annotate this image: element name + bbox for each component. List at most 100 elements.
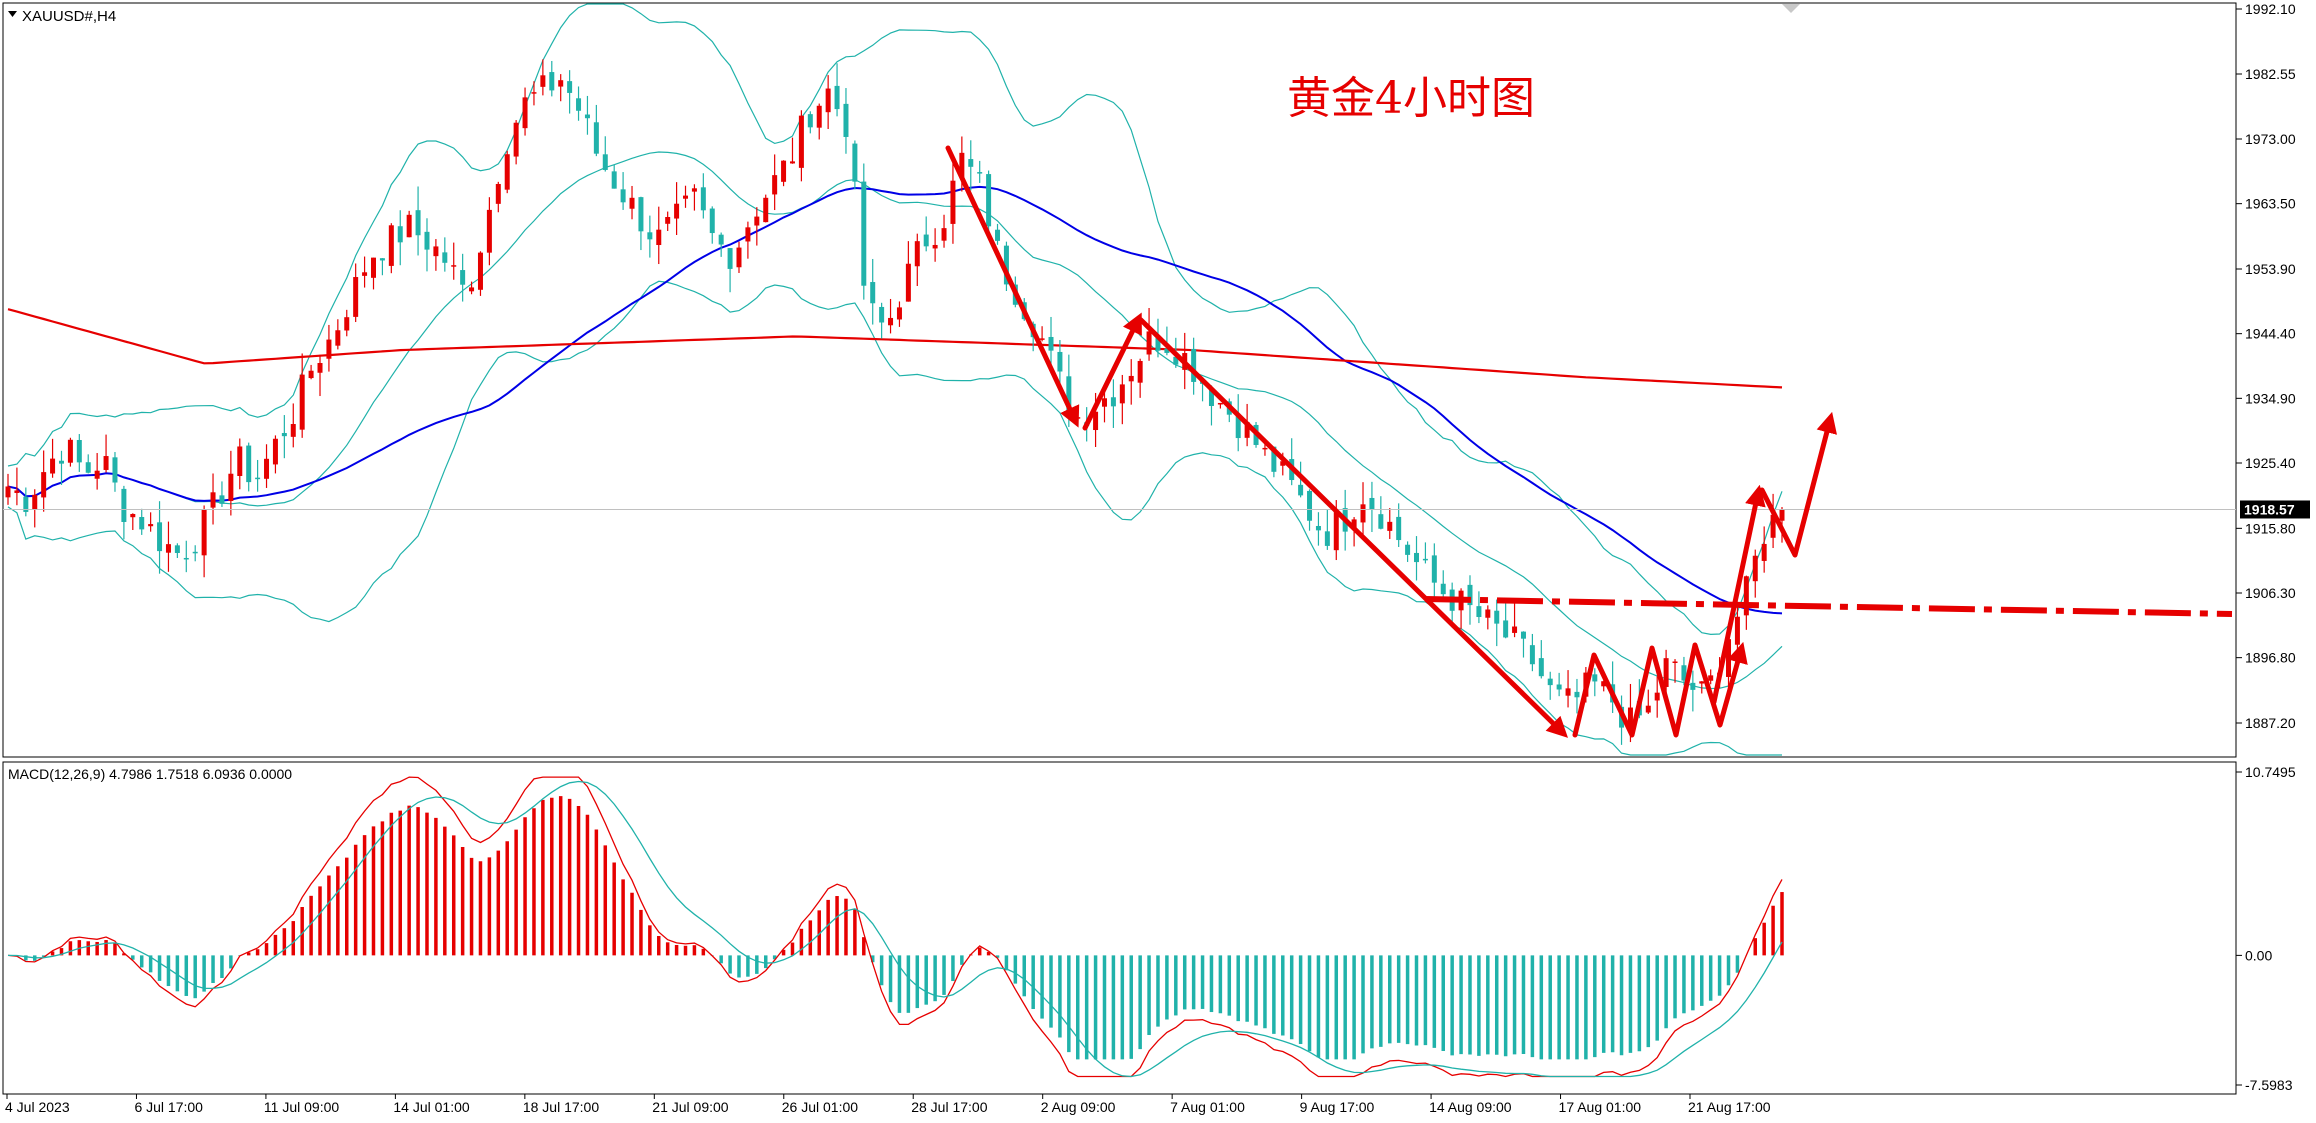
candle-body — [94, 470, 100, 479]
candle-body — [486, 209, 492, 253]
macd-panel — [2, 761, 2237, 1095]
candle-body — [112, 457, 118, 483]
price-tick-label: 1982.55 — [2245, 66, 2296, 82]
candle-body — [1128, 375, 1134, 382]
candle-body — [130, 513, 136, 518]
indicator-overlays — [7, 3, 1783, 756]
candle-body — [23, 496, 29, 512]
candle-body — [950, 180, 956, 224]
candle-body — [1039, 338, 1045, 340]
time-tick-label: 26 Jul 01:00 — [782, 1099, 858, 1115]
macd-tick-label: 10.7495 — [2245, 764, 2296, 780]
candle-body — [1307, 490, 1313, 521]
candle-body — [219, 495, 225, 504]
symbol-label: XAUUSD#,H4 — [22, 8, 116, 25]
candle-body — [272, 438, 278, 465]
candle-body — [1119, 384, 1125, 404]
candle-body — [1396, 516, 1402, 541]
candle-body — [362, 272, 368, 276]
time-tick-label: 2 Aug 09:00 — [1041, 1099, 1116, 1115]
candle-body — [192, 551, 198, 554]
time-axis: 4 Jul 2023 6 Jul 17:00 11 Jul 09:00 14 Jul … — [5, 1094, 1771, 1115]
candle-body — [228, 473, 234, 501]
candle-body — [745, 227, 751, 242]
price-tick-label: 1992.10 — [2245, 1, 2296, 17]
candle-body — [1173, 356, 1179, 365]
candle-body — [825, 88, 831, 113]
time-tick-label: 9 Aug 17:00 — [1300, 1099, 1375, 1115]
candle-body — [1315, 525, 1321, 531]
collapse-triangle-icon[interactable] — [8, 11, 17, 17]
candle-body — [388, 225, 394, 266]
candle-body — [1529, 645, 1535, 665]
scroll-marker-icon[interactable] — [1782, 4, 1800, 13]
candle-body — [1271, 446, 1277, 472]
candle-body — [148, 524, 154, 527]
candle-body — [540, 75, 546, 87]
candle-body — [32, 494, 38, 510]
candle-body — [665, 217, 671, 224]
candle-body — [299, 374, 305, 430]
candle-body — [1440, 583, 1446, 595]
candle-body — [1431, 555, 1437, 583]
candle-body — [1208, 388, 1214, 406]
candle-body — [1601, 681, 1607, 687]
time-tick-label: 18 Jul 17:00 — [523, 1099, 599, 1115]
time-tick-label: 14 Jul 01:00 — [393, 1099, 469, 1115]
candle-body — [1093, 411, 1099, 431]
target-arrow — [1759, 411, 1838, 558]
price-tick-label: 1896.80 — [2245, 650, 2296, 666]
price-tick-label: 1934.90 — [2245, 390, 2296, 406]
downtrend-arrow-1 — [945, 145, 1080, 428]
candle-body — [1476, 606, 1482, 618]
time-tick-label: 11 Jul 09:00 — [264, 1099, 339, 1115]
candle-body — [781, 160, 787, 182]
candle-body — [558, 80, 564, 87]
price-tick-label: 1963.50 — [2245, 196, 2296, 212]
time-tick-label: 21 Jul 09:00 — [652, 1099, 728, 1115]
price-tick-label: 1887.20 — [2245, 715, 2296, 731]
candle-body — [308, 370, 314, 379]
candle-body — [1422, 558, 1428, 561]
candle-body — [816, 105, 822, 128]
candle-body — [50, 458, 56, 474]
candle-body — [469, 287, 475, 292]
candle-body — [1369, 497, 1375, 510]
candle-body — [406, 214, 412, 238]
candle-body — [1520, 631, 1526, 639]
candle-body — [959, 152, 965, 178]
candle-body — [1770, 514, 1776, 538]
candle-body — [1779, 509, 1785, 521]
candle-body — [896, 307, 902, 320]
macd-fast-line — [7, 776, 1783, 1078]
time-tick-label: 6 Jul 17:00 — [134, 1099, 203, 1115]
candle-body — [201, 509, 207, 556]
time-tick-label: 14 Aug 09:00 — [1429, 1099, 1512, 1115]
candle-body — [1565, 688, 1571, 696]
candle-body — [1512, 626, 1518, 633]
candle-body — [442, 252, 448, 263]
candle-body — [1191, 348, 1197, 382]
candle-body — [736, 247, 742, 268]
candle-body — [1280, 461, 1286, 466]
candle-body — [700, 187, 706, 211]
macd-histogram — [15, 796, 1784, 1060]
candle-body — [1752, 555, 1758, 582]
candle-body — [1351, 519, 1357, 530]
candle-body — [593, 122, 599, 154]
candle-body — [5, 486, 11, 498]
breakout-arrow — [1711, 484, 1766, 705]
macd-tick-label: -7.5983 — [2245, 1077, 2293, 1093]
ma50-line — [7, 185, 1783, 615]
price-panel — [2, 2, 2237, 758]
candle-body — [1761, 543, 1767, 561]
candle-body — [513, 122, 519, 157]
candle-body — [1681, 665, 1687, 681]
candle-body — [504, 154, 510, 190]
candle-body — [1627, 707, 1633, 731]
candle-body — [103, 456, 109, 470]
price-tick-label: 1906.30 — [2245, 585, 2296, 601]
bollinger-upper — [7, 3, 1783, 636]
candle-body — [1146, 331, 1152, 355]
candle-body — [1494, 610, 1500, 624]
